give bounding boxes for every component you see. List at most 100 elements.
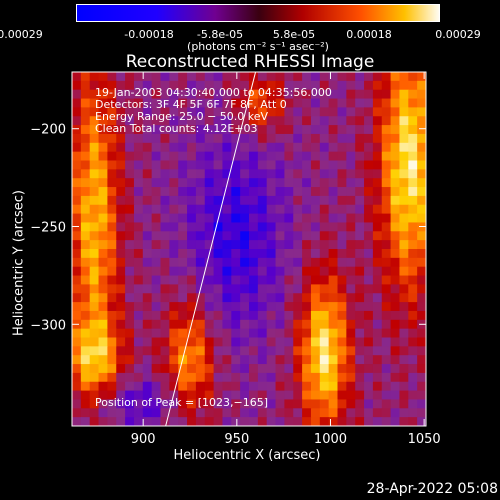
heatmap-cell (151, 275, 162, 285)
heatmap-cell (346, 284, 356, 294)
heatmap-cell (195, 302, 206, 312)
heatmap-cell (408, 107, 418, 117)
heatmap-cell (381, 372, 392, 383)
heatmap-cell (381, 310, 392, 321)
heatmap-cell (266, 249, 277, 259)
heatmap-cell (319, 204, 330, 215)
heatmap-cell (240, 257, 250, 268)
heatmap-cell (249, 364, 259, 374)
heatmap-cell (319, 310, 330, 321)
heatmap-cell (328, 160, 339, 170)
heatmap-cell (133, 372, 144, 383)
heatmap-cell (284, 125, 294, 135)
heatmap-cell (133, 222, 144, 232)
heatmap-cell (187, 293, 197, 303)
heatmap-cell (133, 328, 144, 339)
annotation-peak: Position of Peak = [1023,−165] (95, 396, 269, 409)
heatmap-cell (293, 249, 303, 259)
heatmap-cell (231, 133, 241, 144)
heatmap-cell (417, 151, 426, 162)
heatmap-cell (417, 249, 426, 259)
heatmap-cell (125, 328, 135, 339)
heatmap-cell (319, 169, 330, 179)
heatmap-cell (284, 284, 294, 294)
heatmap-cell (381, 80, 392, 91)
heatmap-cell (240, 319, 250, 330)
heatmap-cell (72, 417, 82, 426)
heatmap-cell (249, 187, 259, 197)
heatmap-cell (213, 390, 224, 401)
heatmap-cell (160, 417, 170, 426)
heatmap-cell (195, 293, 206, 303)
heatmap-cell (160, 125, 170, 135)
heatmap-cell (284, 408, 294, 418)
heatmap-cell (160, 231, 170, 241)
heatmap-cell (151, 381, 162, 392)
heatmap-cell (364, 310, 374, 321)
heatmap-cell (328, 72, 339, 82)
heatmap-cell (266, 187, 277, 197)
heatmap-cell (364, 319, 374, 330)
heatmap-cell (328, 125, 339, 135)
heatmap-cell (98, 222, 108, 232)
heatmap-cell (213, 222, 224, 232)
heatmap-cell (240, 381, 250, 392)
heatmap-cell (417, 417, 426, 426)
heatmap-cell (381, 355, 392, 365)
heatmap-cell (399, 133, 409, 144)
heatmap-cell (257, 178, 268, 188)
heatmap-cell (116, 293, 126, 303)
heatmap-cell (240, 169, 250, 179)
heatmap-cell (222, 337, 232, 347)
heatmap-cell (231, 231, 241, 241)
heatmap-cell (125, 116, 135, 126)
heatmap-cell (213, 169, 224, 179)
heatmap-cell (275, 80, 285, 91)
heatmap-cell (204, 204, 215, 215)
heatmap-cell (372, 328, 383, 339)
heatmap-cell (328, 231, 339, 241)
heatmap-cell (266, 293, 277, 303)
heatmap-cell (195, 240, 206, 250)
heatmap-cell (310, 319, 321, 330)
heatmap-cell (133, 266, 144, 277)
heatmap-cell (302, 169, 312, 179)
heatmap-cell (310, 116, 321, 126)
heatmap-cell (187, 133, 197, 144)
heatmap-cell (302, 187, 312, 197)
heatmap-cell (151, 133, 162, 144)
heatmap-cell (293, 417, 303, 426)
heatmap-cell (408, 80, 418, 91)
colorbar-tick-label: 0.00029 (435, 28, 481, 41)
heatmap-cell (337, 310, 347, 321)
heatmap-cell (204, 355, 215, 365)
heatmap-cell (178, 302, 188, 312)
heatmap-cell (372, 284, 383, 294)
heatmap-cell (125, 133, 135, 144)
heatmap-cell (328, 364, 339, 374)
heatmap-cell (390, 328, 401, 339)
heatmap-cell (390, 231, 401, 241)
heatmap-cell (178, 275, 188, 285)
heatmap-cell (302, 98, 312, 108)
heatmap-cell (125, 178, 135, 188)
heatmap-cell (151, 213, 162, 224)
heatmap-cell (364, 125, 374, 135)
heatmap-cell (372, 390, 383, 401)
heatmap-cell (399, 249, 409, 259)
heatmap-cell (160, 266, 170, 277)
heatmap-cell (187, 364, 197, 374)
heatmap-cell (257, 116, 268, 126)
heatmap-cell (151, 240, 162, 250)
heatmap-cell (80, 275, 91, 285)
heatmap-cell (151, 390, 162, 401)
heatmap-cell (142, 222, 153, 232)
heatmap-cell (399, 408, 409, 418)
heatmap-cell (346, 257, 356, 268)
heatmap-cell (293, 328, 303, 339)
heatmap-cell (266, 89, 277, 100)
heatmap-cell (89, 337, 100, 347)
heatmap-cell (72, 195, 82, 206)
heatmap-cell (355, 319, 365, 330)
heatmap-cell (98, 98, 108, 108)
